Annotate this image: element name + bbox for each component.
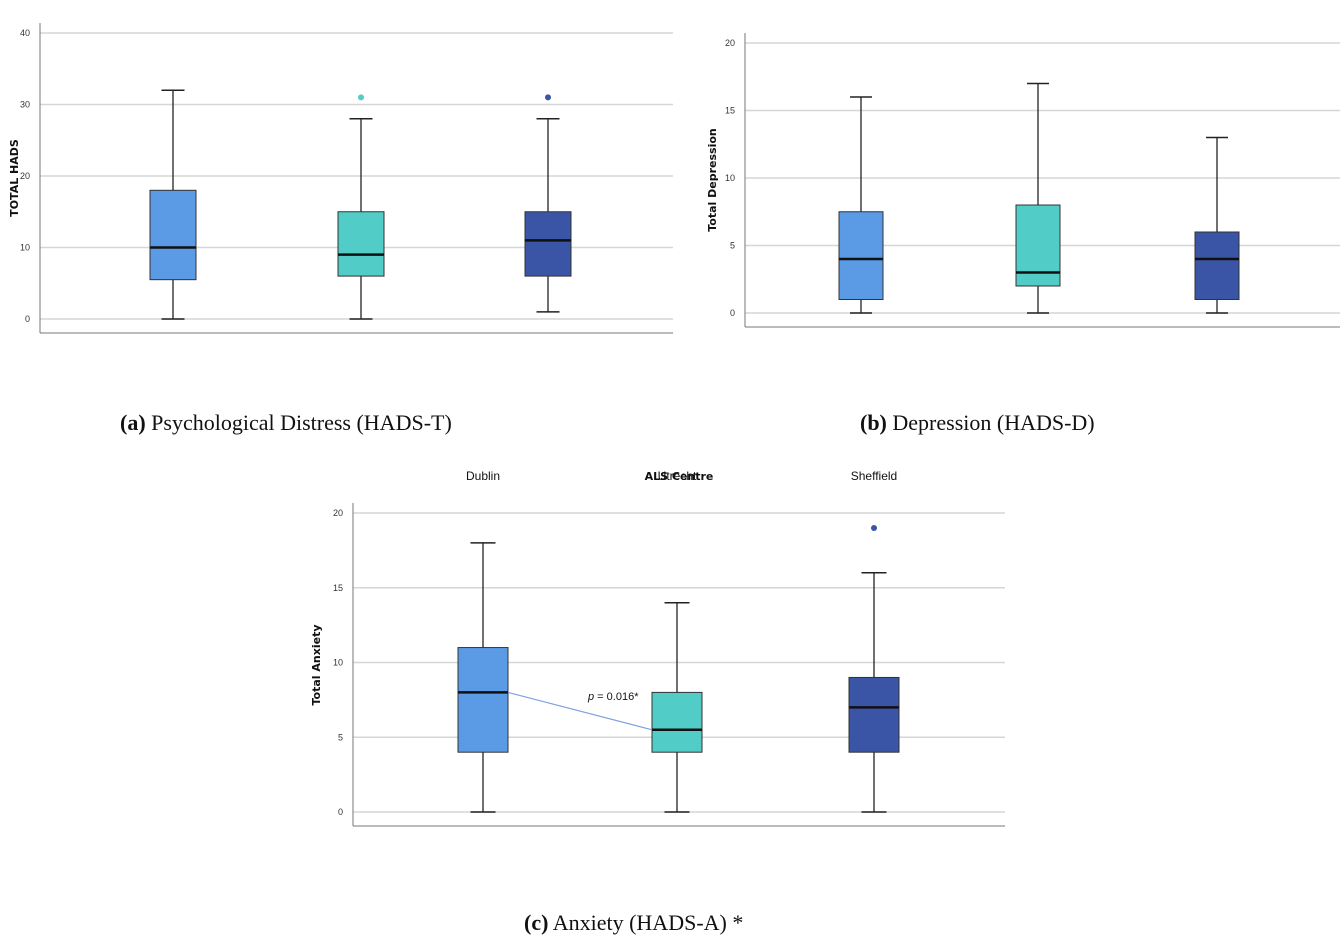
x-tick-label: Utrecht xyxy=(342,0,381,3)
y-tick-label: 10 xyxy=(333,658,343,668)
caption-b-letter: (b) xyxy=(860,410,887,435)
y-tick-label: 0 xyxy=(338,807,343,817)
y-tick-label: 20 xyxy=(20,171,30,181)
x-tick-label: Dublin xyxy=(466,469,500,483)
box-utrecht xyxy=(337,211,385,277)
x-axis-label: ALS Centre xyxy=(645,470,714,483)
caption-c-text: Anxiety (HADS-A) * xyxy=(552,910,744,935)
box-dublin xyxy=(149,189,197,281)
significance-line xyxy=(507,691,653,731)
box-sheffield xyxy=(848,676,900,753)
y-axis-label: TOTAL HADS xyxy=(8,139,21,217)
box-utrecht xyxy=(1015,204,1061,287)
panel-c: 0 5 10 15 20 Dublin Utrecht Sheffield p = 0.016*… xyxy=(300,469,1020,940)
caption-a: (a) Psychological Distress (HADS-T) xyxy=(120,410,452,436)
outlier-point xyxy=(871,524,877,531)
outlier-point xyxy=(545,94,551,101)
box-sheffield xyxy=(524,211,572,277)
y-tick-label: 15 xyxy=(333,583,343,593)
y-tick-label: 0 xyxy=(25,314,30,324)
caption-a-letter: (a) xyxy=(120,410,146,435)
box-utrecht xyxy=(651,691,703,753)
caption-b-text: Depression (HADS-D) xyxy=(892,410,1095,435)
y-tick-label: 15 xyxy=(725,106,735,116)
x-axis-label: ALS Centre xyxy=(322,0,391,3)
x-tick-label: Dublin xyxy=(156,0,190,3)
y-tick-label: 20 xyxy=(725,38,735,48)
x-tick-label: Sheffield xyxy=(851,469,897,483)
panel-b: 0 5 10 15 20 Dublin Utrecht Sheffield ALS Centre… xyxy=(690,0,1343,440)
box-dublin xyxy=(457,647,509,753)
y-tick-label: 10 xyxy=(725,173,735,183)
caption-b: (b) Depression (HADS-D) xyxy=(860,410,1095,436)
y-tick-label: 5 xyxy=(338,732,343,742)
x-tick-label: Sheffield xyxy=(525,0,571,3)
x-tick-label: Sheffield xyxy=(1194,0,1240,3)
y-tick-label: 30 xyxy=(20,100,30,110)
caption-c-letter: (c) xyxy=(524,910,549,935)
box-sheffield xyxy=(1194,231,1240,300)
panel-a: 0 10 20 30 40 Dublin Utrecht Sheffield ALS Centr… xyxy=(0,0,680,440)
p-value-label: p = 0.016* xyxy=(587,691,639,703)
caption-c: (c) Anxiety (HADS-A) * xyxy=(524,910,743,936)
caption-a-text: Psychological Distress (HADS-T) xyxy=(151,410,452,435)
x-axis-label: ALS Centre xyxy=(1008,0,1077,3)
x-tick-label: Utrecht xyxy=(1019,0,1058,3)
box-dublin xyxy=(838,211,884,300)
x-tick-label: Utrecht xyxy=(658,469,697,483)
y-tick-label: 0 xyxy=(730,308,735,318)
y-tick-label: 40 xyxy=(20,28,30,38)
y-tick-label: 10 xyxy=(20,243,30,253)
x-tick-label: Dublin xyxy=(844,0,878,3)
y-axis-label: Total Anxiety xyxy=(310,625,323,706)
outlier-point xyxy=(358,94,364,101)
chart-c: 0 5 10 15 20 Dublin Utrecht Sheffield p = 0.016*… xyxy=(310,469,1005,827)
y-tick-label: 5 xyxy=(730,241,735,251)
chart-b: 0 5 10 15 20 Dublin Utrecht Sheffield ALS Centre… xyxy=(706,0,1340,328)
y-axis-label: Total Depression xyxy=(706,128,719,232)
y-tick-label: 20 xyxy=(333,508,343,518)
chart-a: 0 10 20 30 40 Dublin Utrecht Sheffield ALS Centr… xyxy=(8,0,673,334)
